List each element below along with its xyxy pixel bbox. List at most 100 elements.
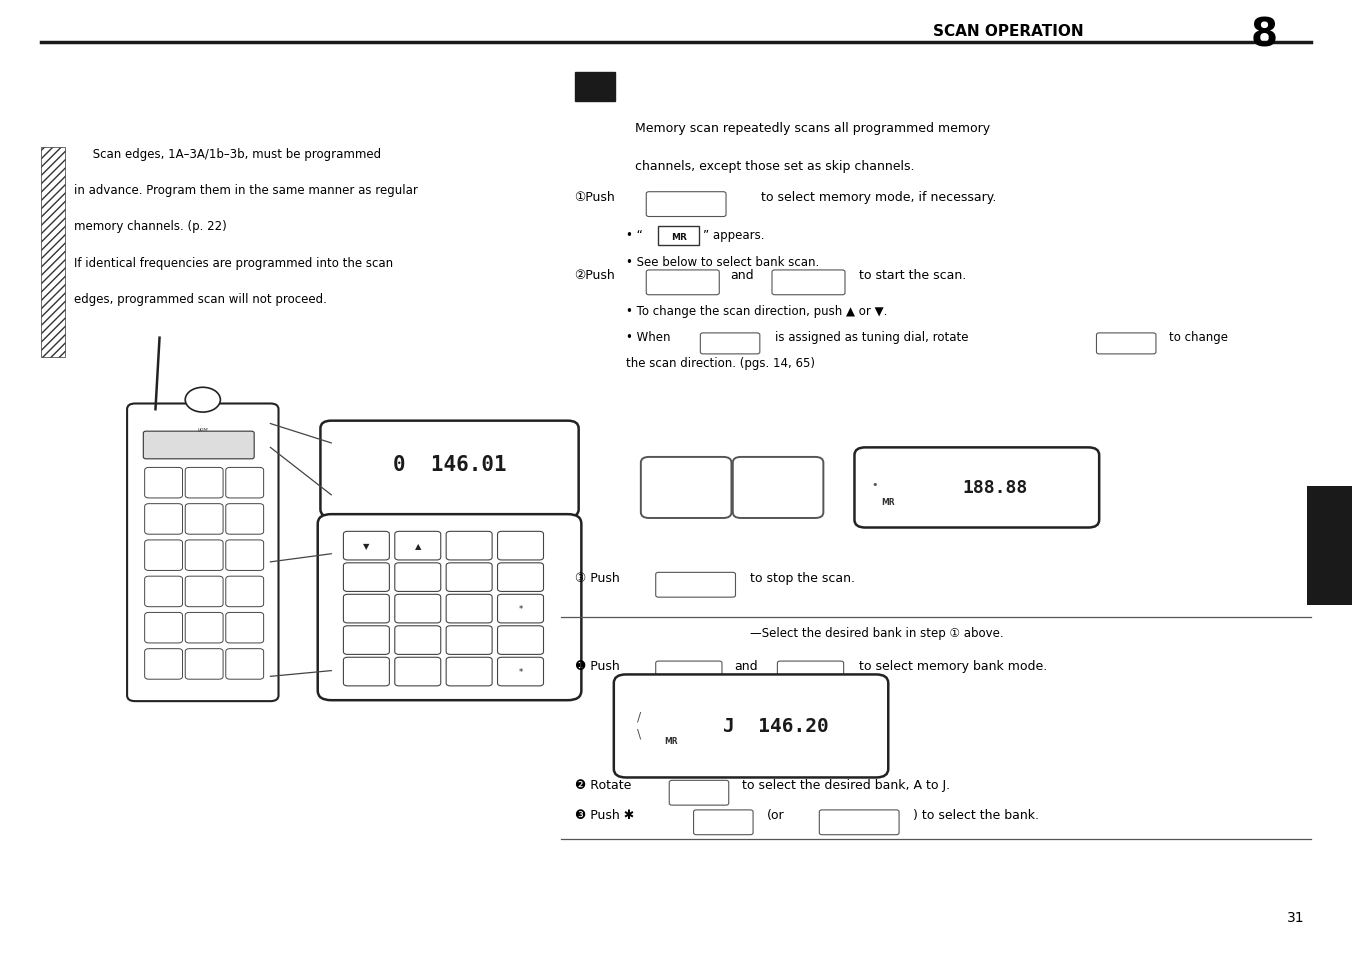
FancyBboxPatch shape — [498, 658, 544, 686]
FancyBboxPatch shape — [343, 532, 389, 560]
FancyBboxPatch shape — [343, 626, 389, 655]
Text: J  146.20: J 146.20 — [723, 717, 829, 736]
Text: and: and — [730, 269, 753, 282]
Bar — [575, 73, 615, 102]
FancyBboxPatch shape — [185, 613, 223, 643]
Text: ▲: ▲ — [415, 541, 420, 551]
FancyBboxPatch shape — [395, 563, 441, 592]
FancyBboxPatch shape — [343, 595, 389, 623]
FancyBboxPatch shape — [733, 457, 823, 518]
FancyBboxPatch shape — [226, 468, 264, 498]
FancyBboxPatch shape — [656, 661, 722, 686]
Text: ❸ Push ✱: ❸ Push ✱ — [575, 808, 634, 821]
FancyBboxPatch shape — [145, 649, 183, 679]
Text: Memory scan repeatedly scans all programmed memory: Memory scan repeatedly scans all program… — [635, 122, 991, 135]
Text: to select memory mode, if necessary.: to select memory mode, if necessary. — [761, 191, 996, 204]
Text: •: • — [872, 479, 877, 489]
FancyBboxPatch shape — [498, 563, 544, 592]
Circle shape — [185, 388, 220, 413]
Text: ③ Push: ③ Push — [575, 572, 619, 585]
FancyBboxPatch shape — [446, 595, 492, 623]
Text: in advance. Program them in the same manner as regular: in advance. Program them in the same man… — [74, 184, 418, 197]
Text: MR: MR — [882, 497, 895, 506]
Text: SCAN OPERATION: SCAN OPERATION — [933, 24, 1083, 39]
FancyBboxPatch shape — [226, 577, 264, 607]
Text: is assigned as tuning dial, rotate: is assigned as tuning dial, rotate — [775, 331, 968, 344]
FancyBboxPatch shape — [669, 781, 729, 805]
FancyBboxPatch shape — [854, 448, 1099, 528]
Text: 31: 31 — [1287, 910, 1305, 924]
FancyBboxPatch shape — [226, 504, 264, 535]
Text: • See below to select bank scan.: • See below to select bank scan. — [626, 255, 819, 269]
FancyBboxPatch shape — [343, 658, 389, 686]
Text: and: and — [734, 659, 757, 673]
Text: 8: 8 — [1251, 16, 1278, 54]
Text: edges, programmed scan will not proceed.: edges, programmed scan will not proceed. — [74, 293, 327, 306]
FancyBboxPatch shape — [226, 540, 264, 571]
FancyBboxPatch shape — [143, 432, 254, 459]
FancyBboxPatch shape — [641, 457, 731, 518]
FancyBboxPatch shape — [145, 540, 183, 571]
Text: *: * — [518, 667, 523, 677]
FancyBboxPatch shape — [145, 504, 183, 535]
FancyBboxPatch shape — [226, 649, 264, 679]
Text: to start the scan.: to start the scan. — [859, 269, 965, 282]
Text: ᴵᴶᴼᴹ: ᴵᴶᴼᴹ — [197, 426, 208, 436]
FancyBboxPatch shape — [646, 271, 719, 295]
Text: ▼: ▼ — [364, 541, 369, 551]
FancyBboxPatch shape — [343, 563, 389, 592]
FancyBboxPatch shape — [819, 810, 899, 835]
Text: memory channels. (p. 22): memory channels. (p. 22) — [74, 220, 227, 233]
FancyBboxPatch shape — [446, 563, 492, 592]
FancyBboxPatch shape — [498, 595, 544, 623]
Text: \: \ — [637, 726, 642, 740]
Text: ) to select the bank.: ) to select the bank. — [913, 808, 1038, 821]
Text: /: / — [637, 710, 642, 723]
Text: ❶ Push: ❶ Push — [575, 659, 619, 673]
FancyBboxPatch shape — [395, 595, 441, 623]
Text: • “: • “ — [626, 229, 642, 242]
Text: • To change the scan direction, push ▲ or ▼.: • To change the scan direction, push ▲ o… — [626, 305, 887, 318]
Text: *: * — [518, 604, 523, 614]
FancyBboxPatch shape — [320, 421, 579, 517]
Text: ②Push: ②Push — [575, 269, 615, 282]
FancyBboxPatch shape — [656, 573, 735, 598]
FancyBboxPatch shape — [41, 148, 65, 357]
FancyBboxPatch shape — [127, 404, 279, 701]
FancyBboxPatch shape — [395, 626, 441, 655]
Text: —Select the desired bank in step ① above.: —Select the desired bank in step ① above… — [750, 626, 1005, 639]
FancyBboxPatch shape — [700, 334, 760, 355]
Text: to stop the scan.: to stop the scan. — [750, 572, 856, 585]
Text: • When: • When — [626, 331, 671, 344]
Text: MR: MR — [671, 233, 687, 242]
Text: 0  146.01: 0 146.01 — [392, 455, 507, 475]
FancyBboxPatch shape — [145, 577, 183, 607]
FancyBboxPatch shape — [226, 613, 264, 643]
FancyBboxPatch shape — [395, 658, 441, 686]
Text: ❷ Rotate: ❷ Rotate — [575, 779, 631, 792]
FancyBboxPatch shape — [318, 515, 581, 700]
Text: Scan edges, 1A–3A/1b–3b, must be programmed: Scan edges, 1A–3A/1b–3b, must be program… — [74, 148, 381, 161]
FancyBboxPatch shape — [777, 661, 844, 686]
FancyBboxPatch shape — [145, 468, 183, 498]
FancyBboxPatch shape — [658, 227, 699, 246]
FancyBboxPatch shape — [145, 613, 183, 643]
Text: to select memory bank mode.: to select memory bank mode. — [859, 659, 1046, 673]
FancyBboxPatch shape — [185, 468, 223, 498]
FancyBboxPatch shape — [646, 193, 726, 217]
FancyBboxPatch shape — [1096, 334, 1156, 355]
Text: channels, except those set as skip channels.: channels, except those set as skip chann… — [635, 160, 915, 173]
FancyBboxPatch shape — [772, 271, 845, 295]
FancyBboxPatch shape — [185, 540, 223, 571]
Text: MR: MR — [664, 737, 677, 745]
Text: If identical frequencies are programmed into the scan: If identical frequencies are programmed … — [74, 256, 393, 270]
FancyBboxPatch shape — [185, 649, 223, 679]
FancyBboxPatch shape — [185, 577, 223, 607]
FancyBboxPatch shape — [498, 532, 544, 560]
Text: ①Push: ①Push — [575, 191, 615, 204]
FancyBboxPatch shape — [694, 810, 753, 835]
FancyBboxPatch shape — [446, 658, 492, 686]
FancyBboxPatch shape — [185, 504, 223, 535]
FancyBboxPatch shape — [614, 675, 888, 778]
Text: the scan direction. (pgs. 14, 65): the scan direction. (pgs. 14, 65) — [626, 356, 815, 370]
